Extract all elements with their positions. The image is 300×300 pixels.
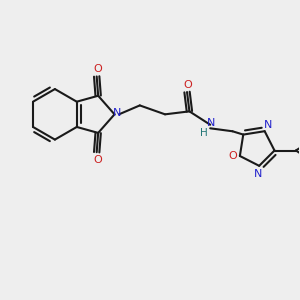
Text: N: N: [263, 120, 272, 130]
Text: O: O: [93, 155, 102, 165]
Text: O: O: [93, 64, 102, 74]
Text: N: N: [113, 108, 121, 118]
Text: N: N: [207, 118, 216, 128]
Text: O: O: [228, 151, 237, 161]
Text: O: O: [183, 80, 192, 90]
Text: H: H: [200, 128, 208, 138]
Text: N: N: [254, 169, 262, 179]
